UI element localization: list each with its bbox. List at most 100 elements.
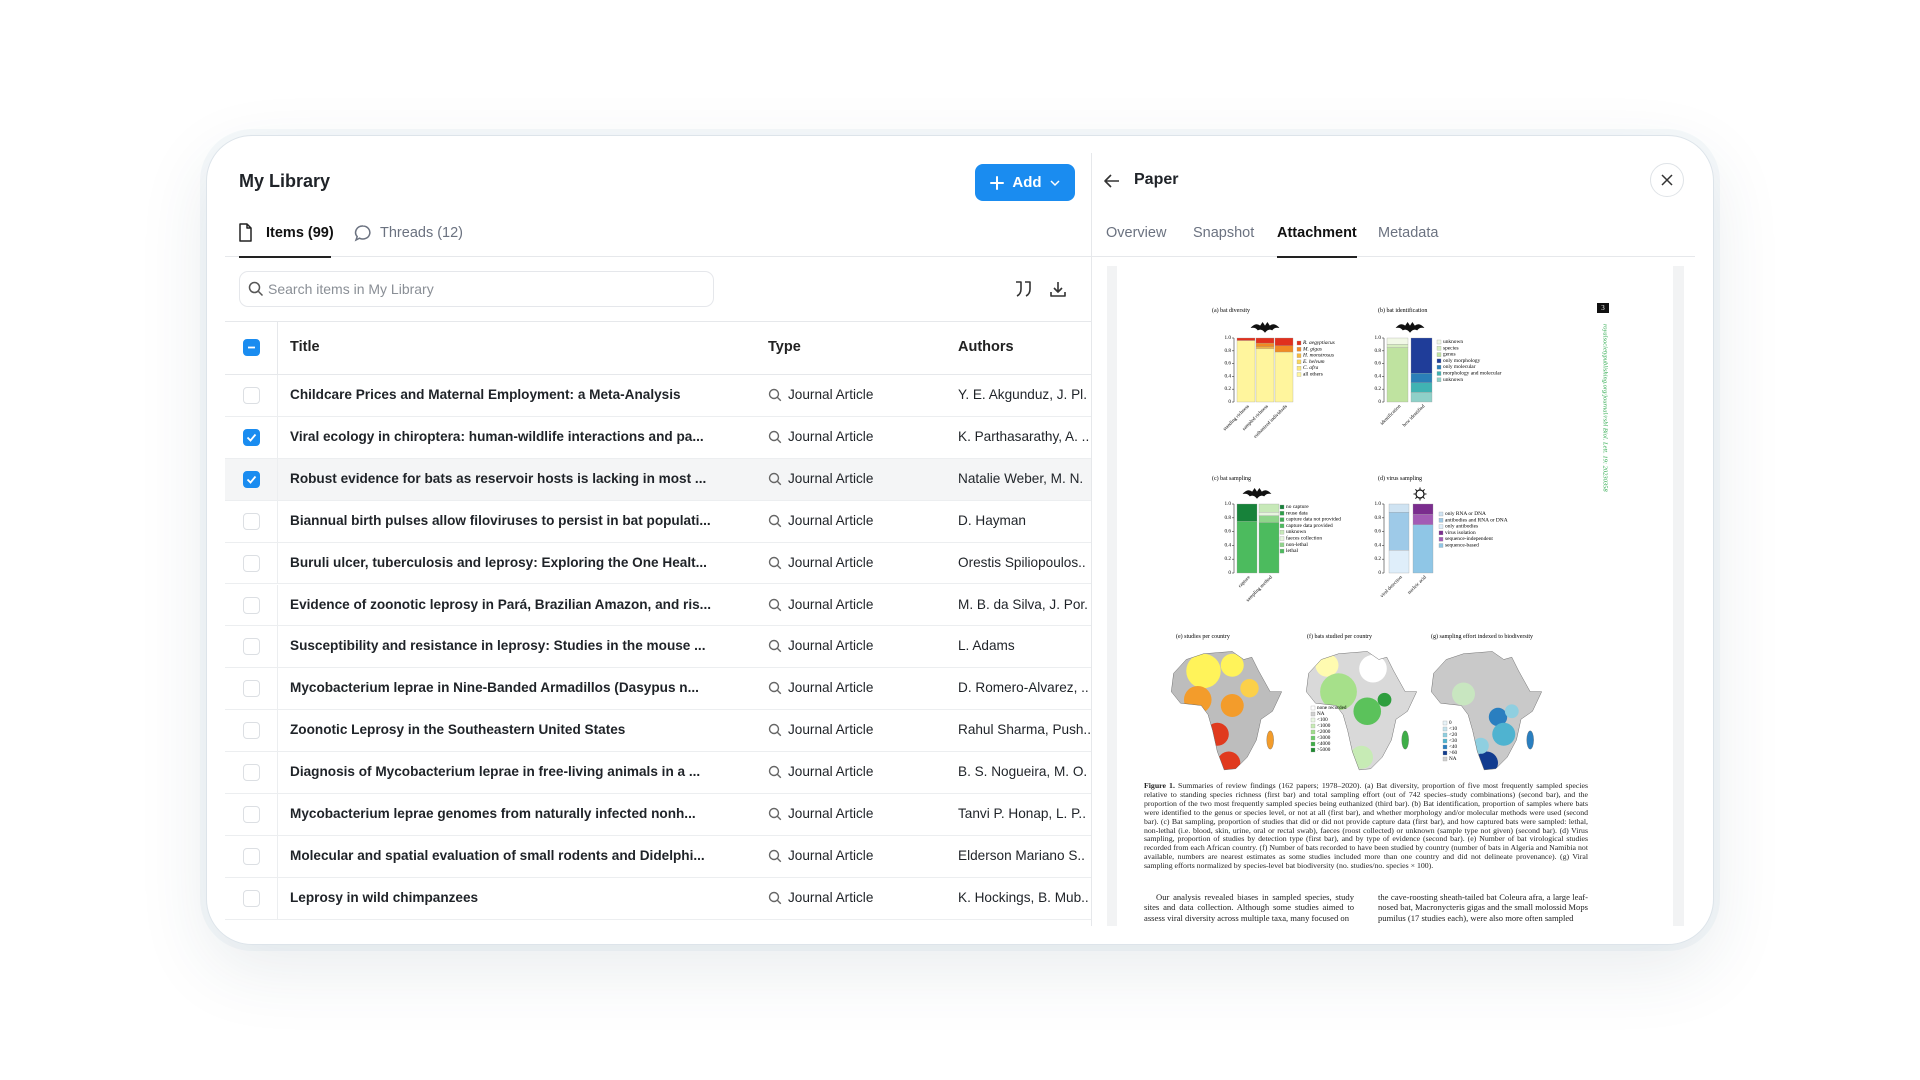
row-checkbox[interactable] [243,470,260,488]
bat-icon [1250,322,1280,333]
panel-tab[interactable]: Snapshot [1193,225,1255,241]
chevron-icon [1050,179,1060,186]
x-label: euthanized individuals [1253,404,1288,439]
library-tab[interactable]: Items (99) [266,225,334,241]
row-checkbox[interactable] [243,512,260,530]
x-label: capture [1238,575,1252,589]
row-checkbox[interactable] [243,554,260,572]
table-row[interactable]: Susceptibility and resistance in leprosy… [225,626,1091,669]
table-row[interactable]: Diagnosis of Mycobacterium leprae in fre… [225,752,1091,794]
column-title[interactable]: Title [290,339,320,355]
table-row[interactable]: Zoonotic Leprosy in the Southeastern Uni… [225,710,1091,753]
type-icon [768,598,782,611]
panel-title: Paper [1134,171,1179,188]
row-checkbox[interactable] [243,428,260,446]
select-all-checkbox[interactable] [243,339,260,356]
map-panel: (e) studies per country [1170,633,1283,771]
legend-swatch [1442,744,1448,750]
y-tick-label: 0.6 [1225,529,1232,535]
legend-swatch [1279,504,1285,510]
madagascar [1526,730,1534,750]
type-icon [768,765,782,779]
item-type: Journal Article [788,470,874,486]
table-row[interactable]: Buruli ulcer, tuberculosis and leprosy: … [225,542,1091,585]
type-icon [768,640,782,653]
panel-tab[interactable]: Attachment [1277,225,1357,241]
legend-swatch [1296,366,1302,371]
legend-swatch [1279,517,1285,522]
bar-segment [1255,346,1275,350]
legend-label: <40 [1449,744,1458,750]
legend-swatch [1436,371,1442,376]
map-region [1220,694,1244,717]
map-region [1353,697,1382,726]
column-type[interactable]: Type [768,339,801,355]
row-checkbox[interactable] [243,889,260,907]
map-region [1205,722,1229,746]
legend-swatch [1436,377,1442,382]
bar-segment [1388,512,1410,551]
column-divider [277,668,278,711]
table-row[interactable]: Viral ecology in chiroptera: human-wildl… [225,416,1091,459]
row-checkbox[interactable] [243,806,260,823]
panel-tab[interactable]: Overview [1106,225,1167,241]
icon-part [768,472,780,483]
download-button[interactable] [1049,280,1067,298]
row-checkbox[interactable] [243,596,260,614]
legend-label: sequence-independent [1445,536,1493,542]
table-header: Title Type Authors [225,321,1091,375]
page-number: 3 [1601,304,1605,312]
bat-icon [1242,488,1272,499]
bar-segment [1386,347,1409,403]
table-row[interactable]: Biannual birth pulses allow filoviruses … [225,500,1091,543]
table-row[interactable]: Childcare Prices and Maternal Employment… [225,375,1091,417]
bar-segment [1255,342,1275,348]
map-region [1186,653,1221,689]
y-tick-label: 0 [1378,570,1381,576]
legend-swatch [1442,726,1448,732]
row-checkbox[interactable] [243,722,260,740]
table-row[interactable]: Robust evidence for bats as reservoir ho… [225,458,1091,501]
legend-label: only molecular [1443,364,1476,370]
add-label: Add [1012,174,1042,191]
legend-label: <20 [1449,732,1458,738]
y-tick-label: 0.4 [1225,373,1232,379]
y-tick-label: 0.2 [1375,386,1382,392]
search-box[interactable]: Search items in My Library [239,271,714,307]
legend-swatch [1296,372,1302,377]
row-checkbox[interactable] [243,764,260,782]
type-icon [768,807,782,821]
cite-button[interactable] [1014,280,1034,298]
type-icon [768,430,782,444]
type-icon [768,891,782,905]
row-checkbox[interactable] [243,638,260,656]
table-row[interactable]: Evidence of zoonotic leprosy in Pará, Br… [225,584,1091,627]
type-icon [768,682,782,695]
add-button[interactable]: Add [975,164,1075,201]
table-row[interactable]: Leprosy in wild chimpanzees Journal Artic… [225,877,1091,920]
y-tick-label: 0.8 [1225,348,1232,354]
panel-tab[interactable]: Metadata [1378,225,1439,241]
row-checkbox[interactable] [243,847,260,865]
africa-map [1430,650,1543,771]
item-authors: D. Hayman [958,512,1026,528]
table-row[interactable]: Molecular and spatial evaluation of smal… [225,835,1091,878]
item-type: Journal Article [788,847,874,863]
map-regions [1452,682,1519,770]
legend-label: unknown [1443,377,1463,383]
madagascar [1266,730,1274,750]
close-button[interactable] [1650,163,1684,197]
row-checkbox[interactable] [243,680,260,698]
table-row[interactable]: Mycobacterium leprae genomes from natura… [225,794,1091,836]
back-button[interactable] [1103,173,1121,189]
y-tick-label: 0.4 [1375,542,1382,548]
y-tick-label: 0.8 [1225,515,1232,521]
library-tab[interactable]: Threads (12) [380,225,464,241]
column-authors[interactable]: Authors [958,339,1014,355]
item-title: Molecular and spatial evaluation of smal… [290,847,705,863]
icon-part [768,807,780,819]
table-row[interactable]: Mycobacterium leprae in Nine-Banded Arma… [225,668,1091,711]
y-tick-label: 0 [1378,399,1381,405]
row-checkbox[interactable] [243,387,260,404]
y-tick-label: 0 [1228,399,1231,405]
